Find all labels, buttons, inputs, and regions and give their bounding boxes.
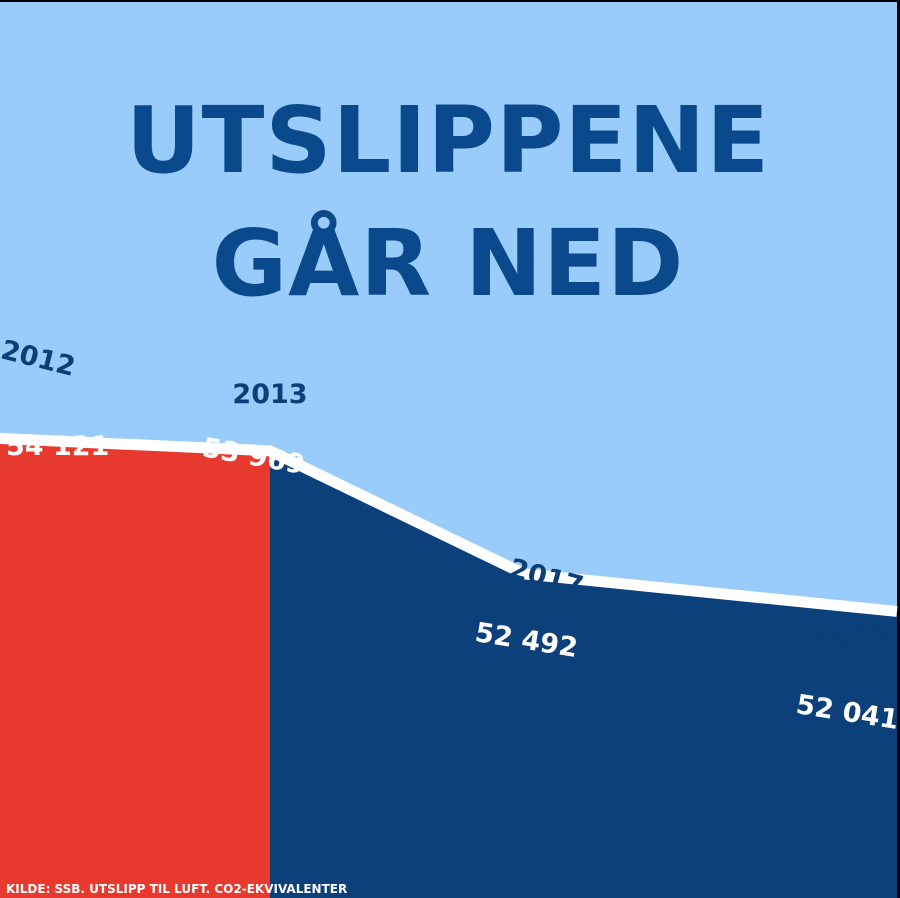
- chart-title-line-1: UTSLIPPENE: [126, 87, 770, 194]
- value-label-2012: 54 121: [6, 431, 109, 462]
- source-note: KILDE: SSB. UTSLIPP TIL LUFT. CO2-EKVIVA…: [6, 882, 347, 896]
- area-group: [0, 438, 897, 898]
- series-line: [0, 432, 898, 617]
- year-label-2013: 2013: [232, 379, 307, 410]
- chart-title-line-2: GÅR NED: [212, 209, 685, 317]
- area-highlight-2012-2013: [0, 438, 270, 898]
- area-2013-2018: [270, 450, 897, 898]
